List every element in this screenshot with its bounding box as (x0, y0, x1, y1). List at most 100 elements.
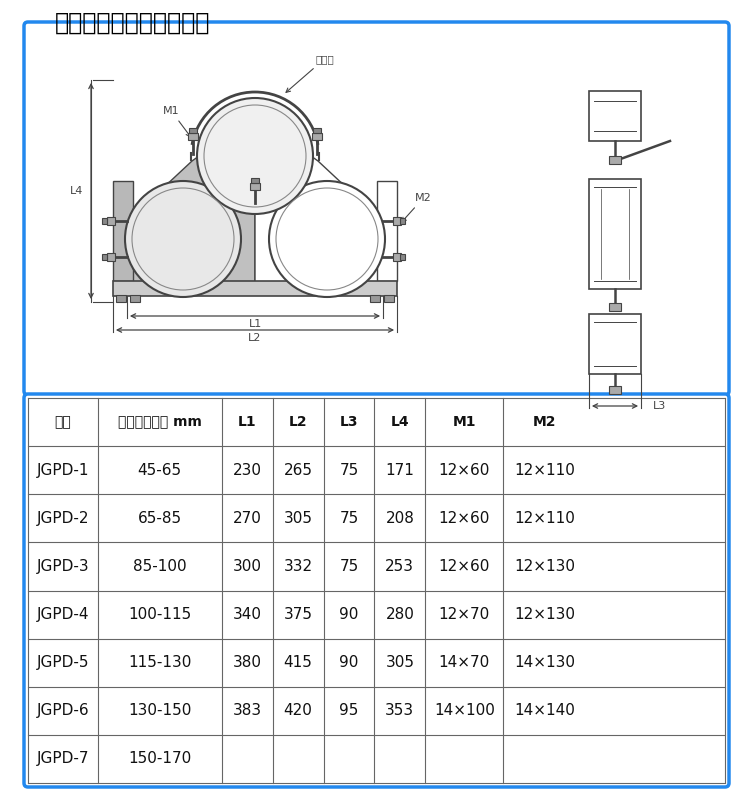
Text: 45-65: 45-65 (138, 463, 182, 478)
Bar (113, 181, 133, 281)
Text: 12×130: 12×130 (514, 559, 575, 574)
Text: 85-100: 85-100 (133, 559, 187, 574)
Text: 265: 265 (284, 463, 313, 478)
Text: 12×110: 12×110 (514, 511, 575, 526)
Text: 14×140: 14×140 (514, 703, 575, 719)
Bar (313, 128, 321, 133)
Text: 12×60: 12×60 (439, 511, 490, 526)
Text: 375: 375 (284, 607, 313, 622)
Circle shape (197, 98, 313, 214)
Bar (130, 295, 140, 302)
Text: 95: 95 (339, 703, 358, 719)
Text: 12×70: 12×70 (439, 607, 490, 622)
Text: 12×130: 12×130 (514, 607, 575, 622)
Bar (609, 386, 621, 394)
Bar (589, 314, 641, 374)
Text: 353: 353 (386, 703, 415, 719)
Text: 14×100: 14×100 (434, 703, 495, 719)
Text: 115-130: 115-130 (128, 655, 191, 670)
Text: M2: M2 (532, 415, 556, 429)
Bar (107, 253, 115, 261)
Text: JGPD-3: JGPD-3 (37, 559, 89, 574)
Text: 14×70: 14×70 (439, 655, 490, 670)
Bar (589, 179, 641, 289)
Text: JGPD-5: JGPD-5 (37, 655, 89, 670)
Text: 12×60: 12×60 (439, 559, 490, 574)
Text: 90: 90 (339, 607, 358, 622)
Polygon shape (117, 156, 255, 295)
Bar (312, 133, 322, 140)
Text: 415: 415 (284, 655, 313, 670)
Bar (116, 295, 126, 302)
Text: L2: L2 (289, 415, 308, 429)
Polygon shape (255, 156, 393, 295)
Text: L3: L3 (653, 401, 666, 411)
Text: 230: 230 (232, 463, 262, 478)
Text: 380: 380 (232, 655, 262, 670)
Text: 对比尺寸挑选合适的型号: 对比尺寸挑选合适的型号 (55, 11, 210, 35)
Text: 253: 253 (386, 559, 414, 574)
Bar (384, 295, 394, 302)
Text: 12×110: 12×110 (514, 463, 575, 478)
Text: 280: 280 (386, 607, 414, 622)
Bar (251, 178, 259, 183)
Text: L2: L2 (248, 333, 262, 343)
Text: M1: M1 (163, 106, 190, 137)
Bar (113, 281, 397, 296)
Text: JGPD-7: JGPD-7 (37, 752, 89, 766)
Bar (102, 254, 107, 260)
Text: 383: 383 (232, 703, 262, 719)
Text: M1: M1 (452, 415, 476, 429)
Text: 橡胶垫: 橡胶垫 (286, 54, 334, 92)
FancyBboxPatch shape (24, 22, 729, 395)
Text: 340: 340 (232, 607, 262, 622)
Text: 75: 75 (339, 559, 358, 574)
Text: L1: L1 (248, 319, 262, 329)
Text: 305: 305 (386, 655, 414, 670)
FancyBboxPatch shape (24, 394, 729, 787)
Text: JGPD-6: JGPD-6 (37, 703, 89, 719)
Text: 208: 208 (386, 511, 414, 526)
Text: 65-85: 65-85 (138, 511, 182, 526)
Bar (609, 156, 621, 164)
Bar (400, 218, 405, 224)
Circle shape (269, 181, 385, 297)
Bar (250, 183, 260, 190)
Text: 100-115: 100-115 (128, 607, 191, 622)
Circle shape (125, 181, 241, 297)
Text: 130-150: 130-150 (128, 703, 191, 719)
Text: 型号: 型号 (55, 415, 71, 429)
Text: L1: L1 (238, 415, 256, 429)
Text: JGPD-1: JGPD-1 (37, 463, 89, 478)
Text: JGPD-4: JGPD-4 (37, 607, 89, 622)
Text: L4: L4 (391, 415, 410, 429)
Bar (400, 254, 405, 260)
Text: 150-170: 150-170 (128, 752, 191, 766)
Text: JGPD-2: JGPD-2 (37, 511, 89, 526)
Bar (393, 253, 401, 261)
Bar (107, 217, 115, 225)
Text: 332: 332 (284, 559, 313, 574)
Text: 300: 300 (232, 559, 262, 574)
Text: L4: L4 (70, 186, 83, 196)
Bar (609, 303, 621, 311)
Text: 75: 75 (339, 511, 358, 526)
Bar (377, 181, 397, 281)
Bar (393, 217, 401, 225)
Text: L3: L3 (340, 415, 358, 429)
Text: 14×130: 14×130 (514, 655, 575, 670)
Text: 12×60: 12×60 (439, 463, 490, 478)
Text: 420: 420 (284, 703, 313, 719)
Bar (188, 133, 198, 140)
Text: 305: 305 (284, 511, 313, 526)
Bar (189, 128, 197, 133)
Text: 270: 270 (232, 511, 262, 526)
Text: M2: M2 (402, 193, 432, 222)
Bar (589, 91, 641, 141)
Text: 171: 171 (386, 463, 414, 478)
Text: 90: 90 (339, 655, 358, 670)
Text: 适用电缆外径 mm: 适用电缆外径 mm (118, 415, 202, 429)
Text: 75: 75 (339, 463, 358, 478)
Bar (370, 295, 380, 302)
Bar (102, 218, 107, 224)
